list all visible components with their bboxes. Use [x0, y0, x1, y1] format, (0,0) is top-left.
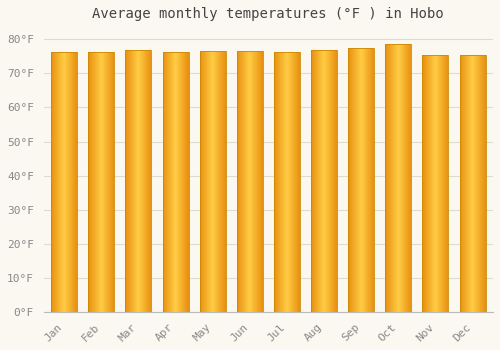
Bar [200, 51, 226, 312]
Bar [422, 55, 448, 312]
Bar [237, 51, 263, 312]
Title: Average monthly temperatures (°F ) in Hobo: Average monthly temperatures (°F ) in Ho… [92, 7, 444, 21]
Bar [348, 48, 374, 312]
Bar [386, 44, 411, 312]
Bar [274, 52, 300, 312]
Bar [126, 49, 152, 312]
Bar [311, 49, 337, 312]
Bar [88, 52, 114, 312]
Bar [162, 52, 188, 312]
Bar [460, 55, 485, 312]
Bar [51, 52, 77, 312]
